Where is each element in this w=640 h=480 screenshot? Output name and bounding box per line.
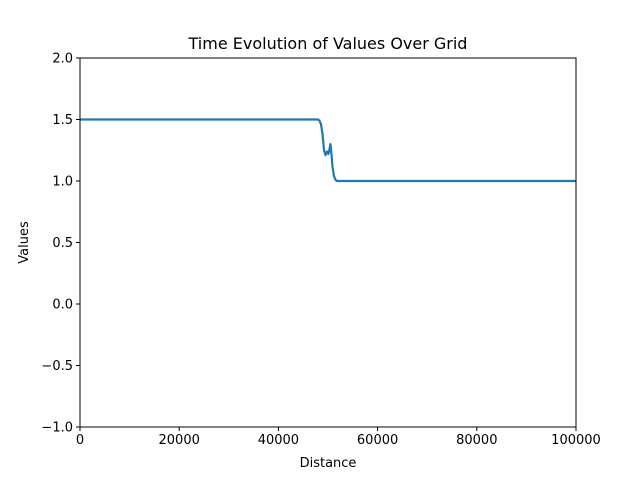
- y-tick-label: −0.5: [41, 359, 73, 374]
- y-tick-label: −1.0: [41, 421, 73, 436]
- x-tick-label: 20000: [159, 433, 200, 448]
- y-tick-label: 1.0: [52, 175, 73, 190]
- series-line: [80, 118, 576, 183]
- x-tick-label: 40000: [258, 433, 299, 448]
- y-tick-label: 0.5: [52, 236, 73, 251]
- chart-title: Time Evolution of Values Over Grid: [188, 34, 468, 53]
- x-tick-label: 0: [76, 433, 84, 448]
- y-axis-label: Values: [17, 221, 32, 264]
- series-layer: [80, 118, 576, 183]
- x-axis: 0 20000 40000 60000 80000 100000: [76, 427, 601, 448]
- x-tick-label: 60000: [357, 433, 398, 448]
- x-axis-label: Distance: [300, 456, 357, 471]
- y-tick-label: 2.0: [52, 52, 73, 67]
- y-tick-label: 0.0: [52, 298, 73, 313]
- x-tick-label: 80000: [456, 433, 497, 448]
- y-tick-label: 1.5: [52, 113, 73, 128]
- x-tick-label: 100000: [551, 433, 601, 448]
- y-axis: −1.0 −0.5 0.0 0.5 1.0 1.5 2.0: [41, 52, 80, 436]
